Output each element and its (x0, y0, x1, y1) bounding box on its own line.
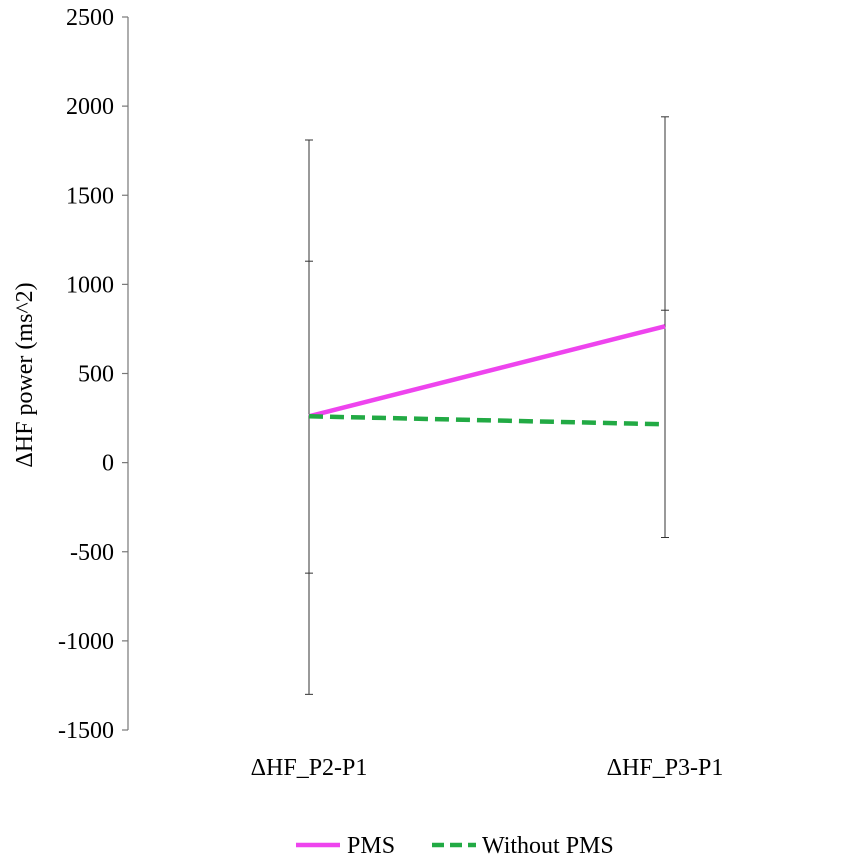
y-tick-label: 2500 (66, 5, 114, 31)
x-tick-label: ΔHF_P2-P1 (251, 755, 368, 781)
legend-label: Without PMS (482, 833, 614, 859)
y-tick-label: -1500 (58, 718, 114, 744)
y-tick-label: 500 (78, 362, 114, 388)
x-tick-label: ΔHF_P3-P1 (607, 755, 724, 781)
y-axis-title: ΔHF power (ms^2) (12, 282, 38, 467)
y-tick-label: -500 (70, 540, 114, 566)
series-lines (308, 324, 666, 427)
series-line (308, 414, 666, 427)
y-tick-label: 1500 (66, 183, 114, 209)
y-tick-label: 2000 (66, 94, 114, 120)
y-tick-label: 1000 (66, 272, 114, 298)
y-axis: -1500 -1000 -500 0 500 1000 1500 2000 2500 (58, 5, 129, 744)
x-axis: ΔHF_P2-P1 ΔHF_P3-P1 (251, 755, 724, 781)
legend-label: PMS (347, 833, 395, 859)
legend: PMS Without PMS (296, 833, 614, 859)
y-tick-label: 0 (102, 451, 114, 477)
y-tick-label: -1000 (58, 629, 114, 655)
series-line (308, 324, 666, 419)
